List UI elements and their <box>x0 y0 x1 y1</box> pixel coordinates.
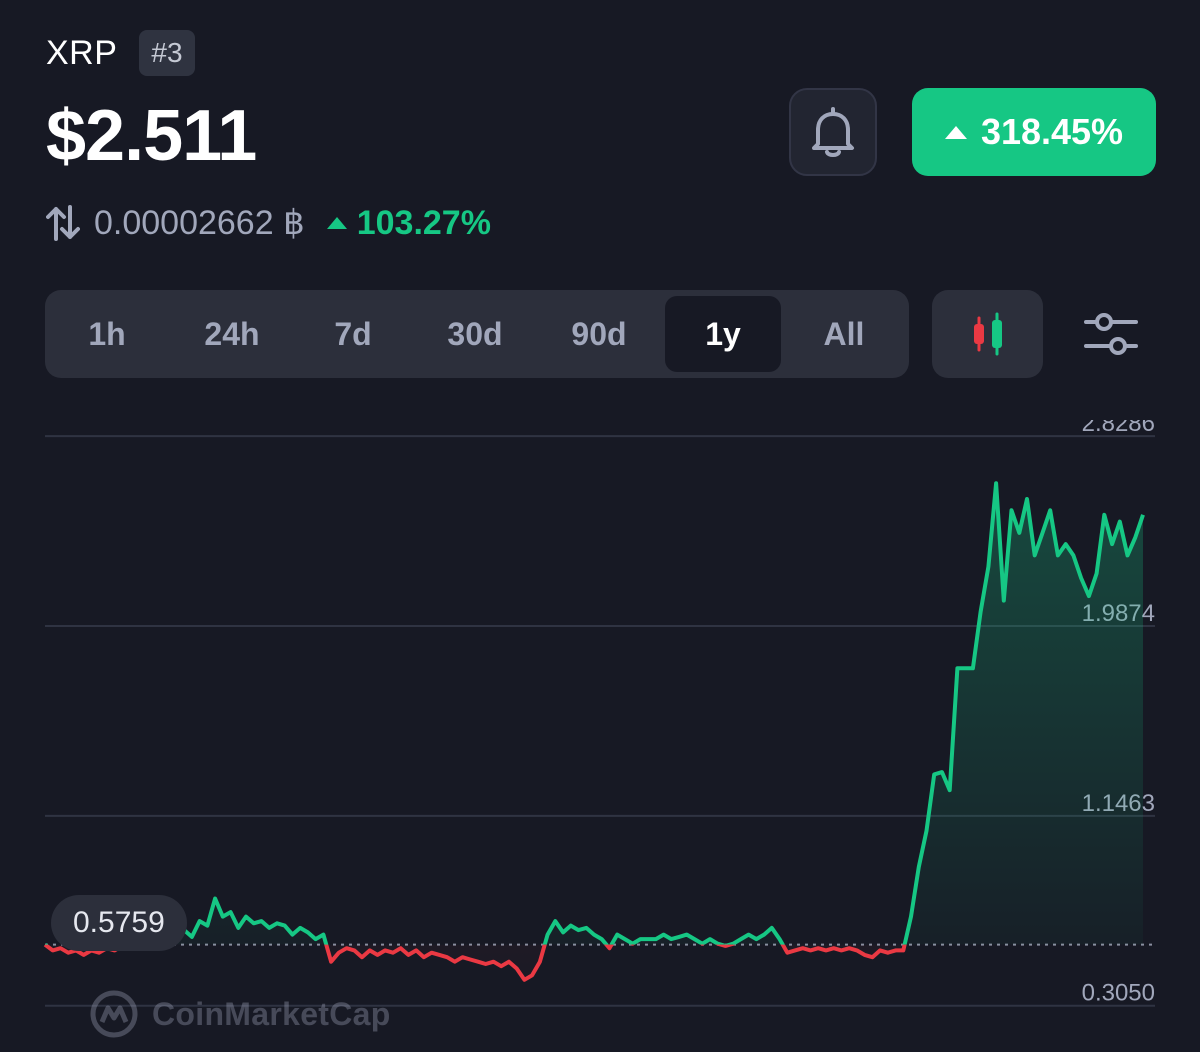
tab-90d[interactable]: 90d <box>571 315 627 352</box>
tab-all[interactable]: All <box>823 315 865 352</box>
y-tick-label: 0.3050 <box>1082 980 1155 1007</box>
price-change-value: 318.45% <box>980 111 1124 152</box>
coinmarketcap-logo-icon <box>90 990 138 1038</box>
chart-settings-button[interactable] <box>1082 310 1140 360</box>
watermark-text: CoinMarketCap <box>152 995 391 1032</box>
sliders-icon <box>1084 313 1138 355</box>
tab-30d[interactable]: 30d <box>447 315 503 352</box>
swap-arrows-icon <box>46 205 80 241</box>
price-chart[interactable]: 2.82861.98741.14630.3050 <box>0 420 1200 1052</box>
y-tick-label: 2.8286 <box>1082 420 1155 437</box>
candlestick-toggle-button[interactable] <box>932 290 1043 378</box>
price-change-badge: 318.45% <box>912 88 1156 176</box>
watermark: CoinMarketCap <box>88 988 391 1040</box>
series-area-down <box>45 944 1143 980</box>
rank-badge: #3 <box>139 30 195 76</box>
series-area-up <box>136 483 1143 945</box>
coin-name: XRP <box>46 33 118 72</box>
btc-change: 103.27% <box>326 203 491 243</box>
tab-24h[interactable]: 24h <box>204 315 260 352</box>
btc-change-value: 103.27% <box>356 203 491 242</box>
timeframe-tabs: 1h 24h 7d 30d 90d 1y All <box>45 290 909 378</box>
coin-header: XRP #3 <box>46 30 195 76</box>
triangle-up-icon <box>944 125 967 139</box>
price-alert-button[interactable] <box>789 88 877 176</box>
tab-1y[interactable]: 1y <box>665 296 781 372</box>
tab-1h[interactable]: 1h <box>88 315 126 352</box>
start-value-label: 0.5759 <box>51 895 187 951</box>
candlestick-icon <box>973 312 1002 356</box>
series-line-up <box>45 481 1145 945</box>
coin-price: $2.511 <box>46 96 257 176</box>
triangle-up-icon <box>326 217 347 229</box>
bell-icon <box>812 107 854 157</box>
btc-price-row: 0.00002662 ฿ 103.27% <box>46 203 491 243</box>
btc-price: 0.00002662 ฿ <box>94 204 305 242</box>
tab-7d[interactable]: 7d <box>334 315 372 352</box>
